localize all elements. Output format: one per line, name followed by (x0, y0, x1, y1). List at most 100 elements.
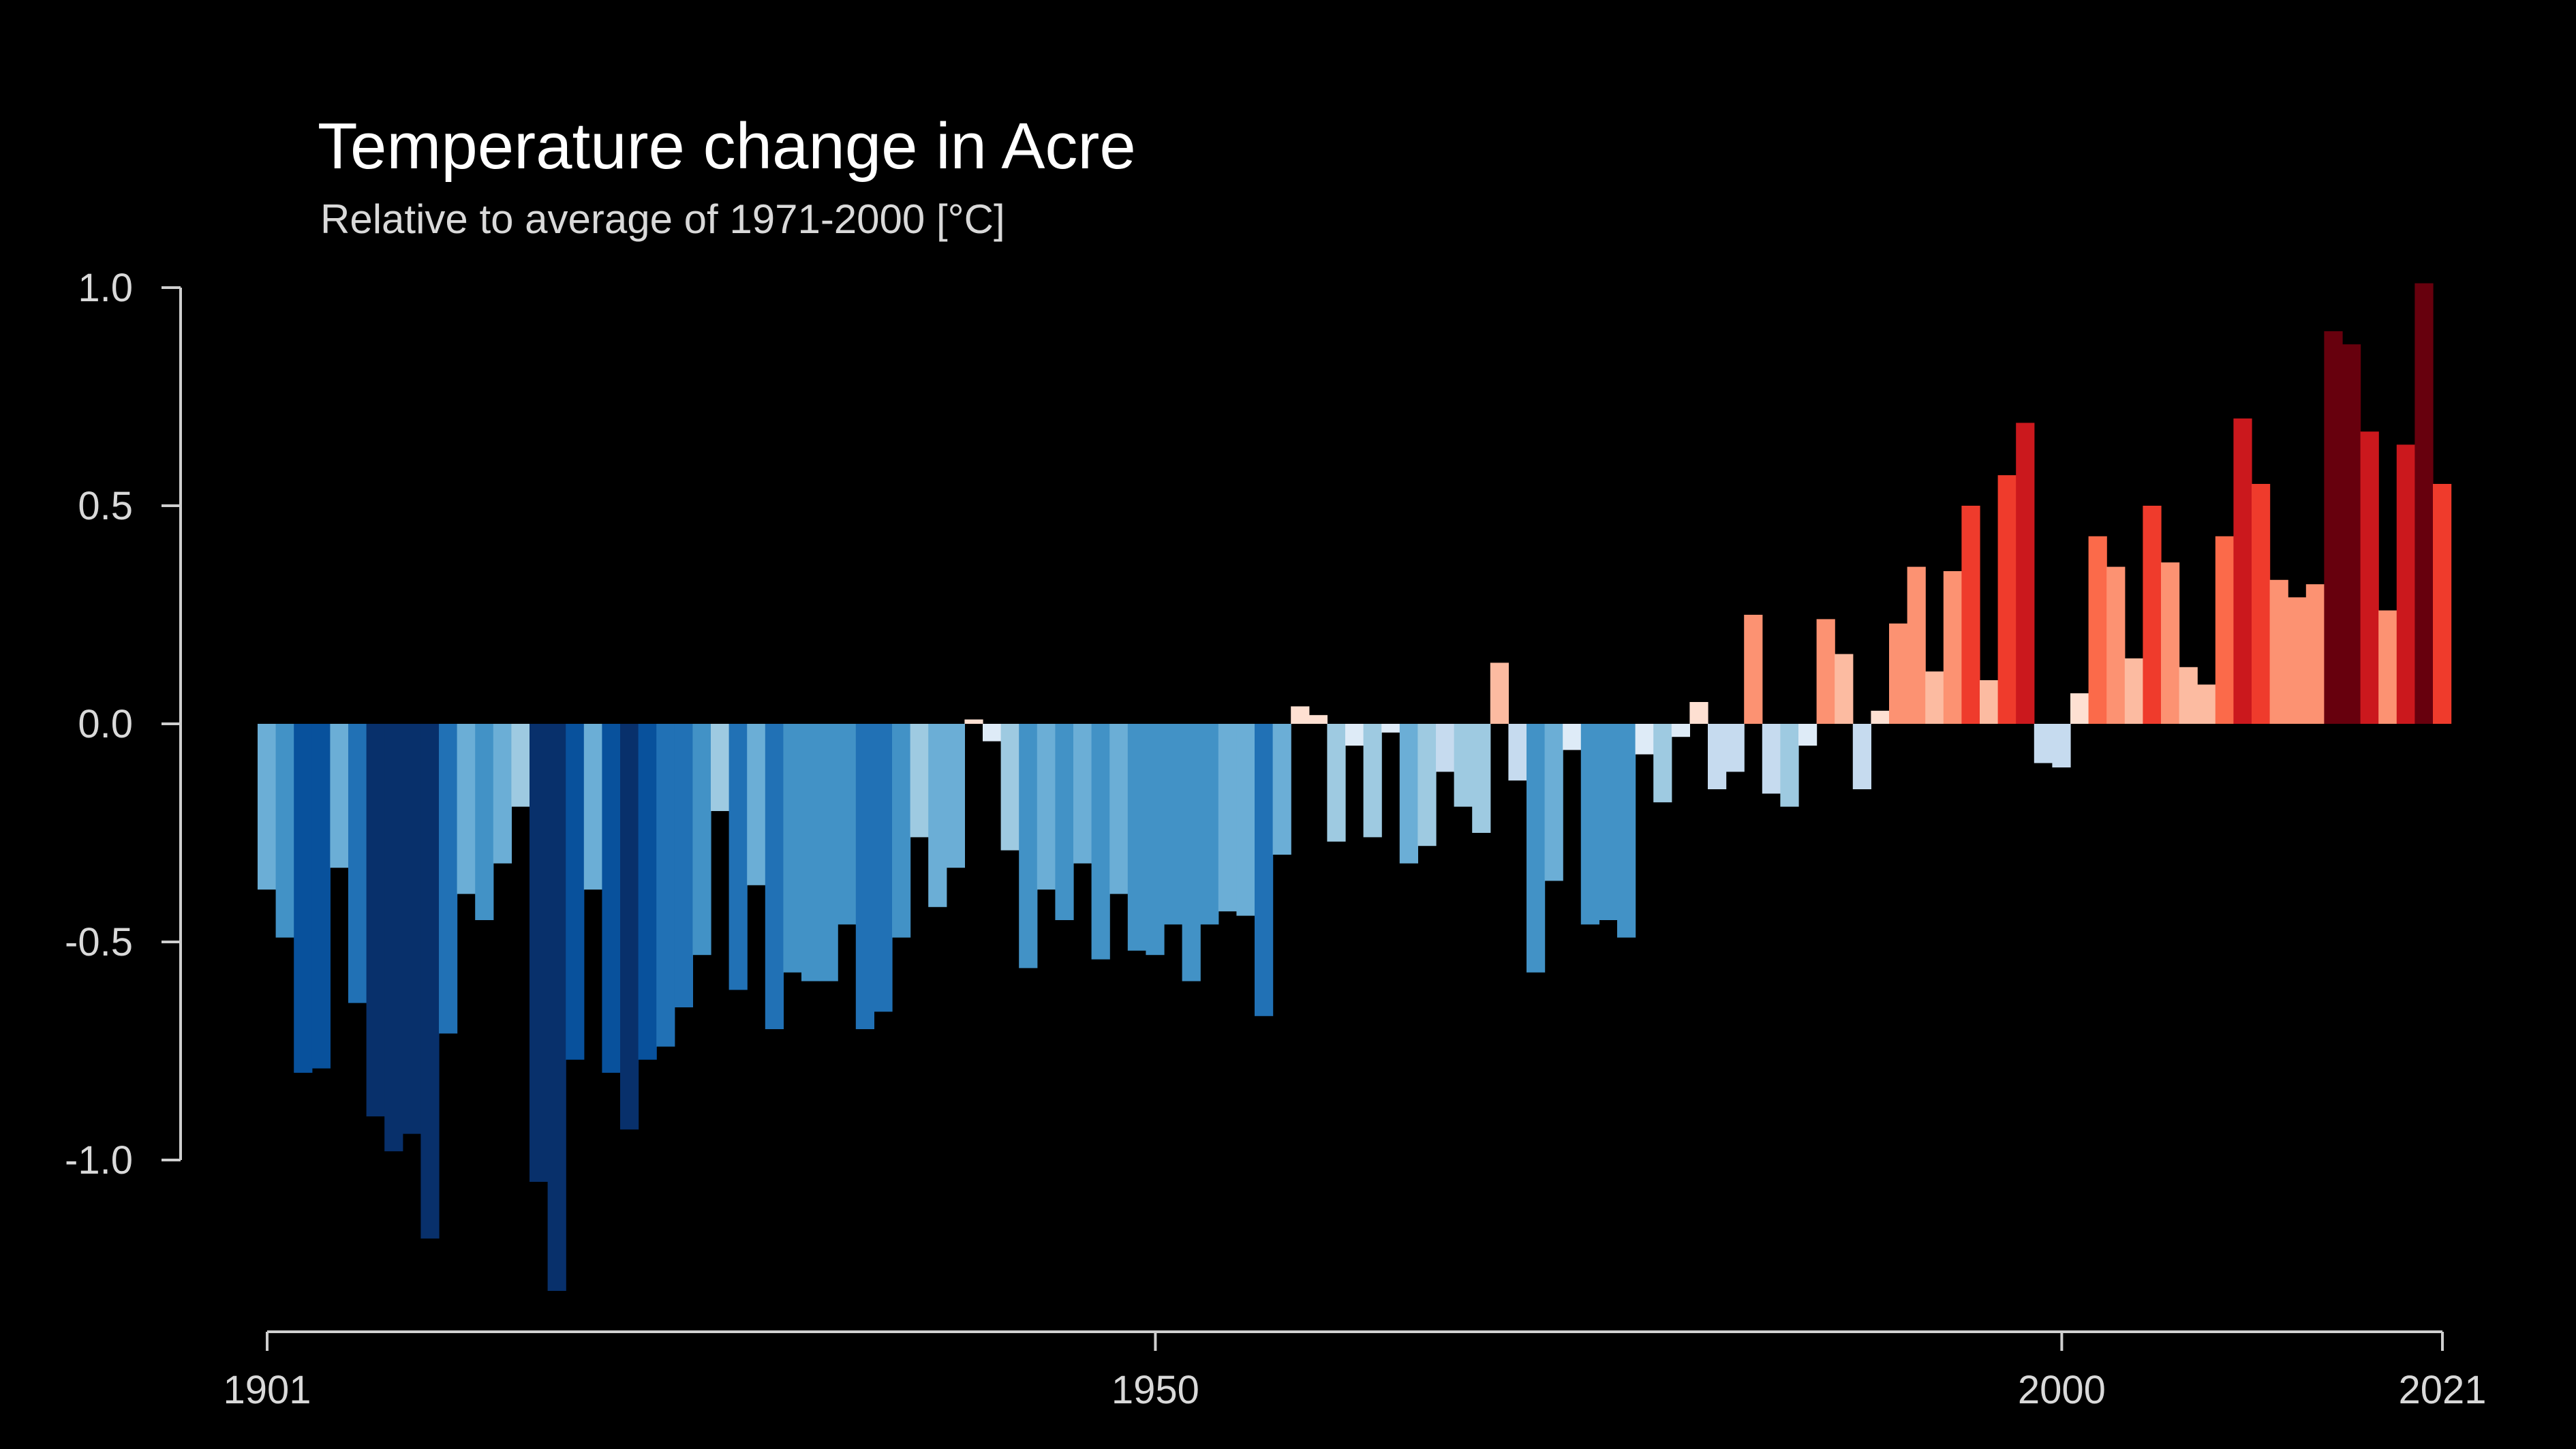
bar-1934 (855, 724, 874, 1029)
bar-1950 (1146, 724, 1165, 956)
bars-group (258, 283, 2452, 1291)
bar-1984 (1762, 724, 1781, 794)
bar-1989 (1852, 724, 1871, 789)
bar-1983 (1744, 615, 1763, 724)
bar-1921 (620, 724, 639, 1130)
bar-1956 (1255, 724, 1274, 1016)
bar-1948 (1109, 724, 1129, 894)
bar-1926 (711, 724, 730, 811)
bar-1937 (910, 724, 929, 838)
bar-1933 (838, 724, 857, 925)
bar-2010 (2233, 418, 2252, 724)
bar-2019 (2396, 444, 2415, 724)
bar-1938 (928, 724, 947, 907)
bar-1960 (1327, 724, 1346, 842)
bar-1976 (1617, 724, 1636, 938)
bar-1945 (1055, 724, 1074, 920)
bar-1928 (747, 724, 766, 885)
bar-2002 (2088, 536, 2107, 724)
bar-2017 (2360, 431, 2379, 724)
bar-1924 (674, 724, 693, 1007)
y-tick-label: -0.5 (65, 920, 133, 964)
bar-1952 (1182, 724, 1201, 981)
bar-1967 (1454, 724, 1473, 807)
bar-2020 (2414, 283, 2434, 724)
bar-1985 (1780, 724, 1799, 807)
bar-1935 (874, 724, 893, 1012)
y-tick-label: 1.0 (78, 266, 133, 310)
bar-2018 (2378, 610, 2397, 724)
bar-1920 (602, 724, 621, 1073)
bar-1936 (892, 724, 911, 938)
bar-1997 (1997, 475, 2017, 724)
bar-1910 (420, 724, 440, 1239)
bar-1951 (1164, 724, 1183, 925)
bar-2008 (2197, 684, 2216, 724)
bar-1963 (1381, 724, 1400, 733)
bar-1959 (1308, 715, 1328, 724)
bar-1995 (1961, 506, 1980, 724)
bar-1966 (1436, 724, 1455, 772)
bar-1957 (1272, 724, 1291, 855)
x-tick-label: 2000 (2018, 1368, 2106, 1412)
bar-1994 (1943, 571, 1962, 724)
bar-1981 (1708, 724, 1727, 789)
bar-1987 (1816, 619, 1835, 724)
bar-1980 (1689, 702, 1708, 724)
bar-1958 (1291, 706, 1310, 724)
bar-1973 (1563, 724, 1582, 750)
bar-1979 (1671, 724, 1690, 737)
bar-2006 (2161, 562, 2180, 724)
bar-1906 (348, 724, 367, 1003)
bar-2003 (2106, 566, 2126, 724)
bar-2000 (2052, 724, 2071, 767)
bar-1902 (275, 724, 294, 938)
bar-1996 (1980, 680, 1999, 724)
bar-1961 (1345, 724, 1364, 746)
bar-1903 (294, 724, 313, 1073)
bar-1901 (258, 724, 277, 890)
bar-2021 (2433, 484, 2452, 724)
bar-1971 (1527, 724, 1546, 973)
bar-1917 (547, 724, 566, 1291)
bar-2016 (2342, 344, 2361, 724)
bar-2009 (2215, 536, 2234, 724)
bar-1939 (946, 724, 965, 868)
bar-1986 (1798, 724, 1818, 746)
bar-2005 (2143, 506, 2162, 724)
bar-1947 (1091, 724, 1110, 960)
bar-1999 (2034, 724, 2053, 763)
bar-1904 (311, 724, 331, 1069)
bar-1988 (1835, 654, 1854, 724)
bar-2004 (2124, 658, 2143, 724)
bar-1998 (2016, 423, 2035, 724)
bar-2012 (2269, 579, 2288, 724)
bar-1918 (566, 724, 585, 1060)
bar-1965 (1417, 724, 1437, 846)
bar-1914 (493, 724, 512, 864)
bar-2013 (2288, 597, 2307, 724)
bar-1974 (1580, 724, 1599, 925)
bar-1916 (530, 724, 549, 1182)
bar-1908 (384, 724, 403, 1152)
bar-1944 (1037, 724, 1056, 890)
bar-1927 (729, 724, 748, 990)
bar-1925 (692, 724, 711, 956)
bar-1929 (765, 724, 784, 1029)
bar-1923 (656, 724, 675, 1047)
bar-1922 (638, 724, 657, 1060)
bar-1912 (457, 724, 476, 894)
bar-2015 (2324, 331, 2343, 724)
chart-title: Temperature change in Acre (318, 110, 1136, 183)
bar-1905 (330, 724, 349, 868)
y-tick-label: 0.5 (78, 484, 133, 528)
bar-1977 (1635, 724, 1654, 754)
bar-1913 (475, 724, 494, 920)
y-axis: 1.0 0.5 0.0 -0.5 -1.0 (65, 266, 182, 1183)
bar-1991 (1889, 623, 1908, 724)
bar-1907 (366, 724, 385, 1116)
bar-1993 (1925, 671, 1944, 724)
bar-1931 (801, 724, 821, 981)
bar-1911 (439, 724, 458, 1034)
